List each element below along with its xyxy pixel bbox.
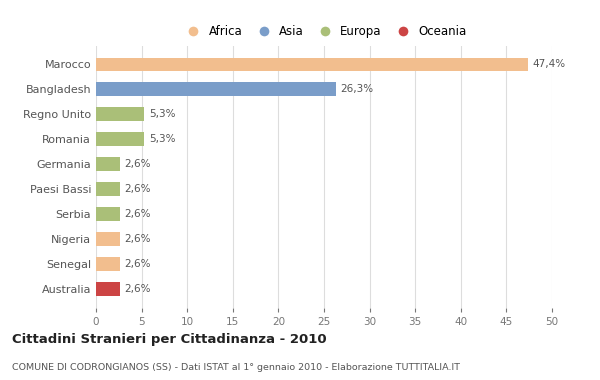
Bar — [96, 108, 145, 121]
Bar — [96, 232, 120, 246]
Text: 26,3%: 26,3% — [340, 84, 374, 94]
Text: 2,6%: 2,6% — [124, 234, 151, 244]
Text: 2,6%: 2,6% — [124, 284, 151, 294]
Text: 2,6%: 2,6% — [124, 159, 151, 169]
Text: Cittadini Stranieri per Cittadinanza - 2010: Cittadini Stranieri per Cittadinanza - 2… — [12, 333, 326, 346]
Text: 47,4%: 47,4% — [533, 59, 566, 70]
Text: COMUNE DI CODRONGIANOS (SS) - Dati ISTAT al 1° gennaio 2010 - Elaborazione TUTTI: COMUNE DI CODRONGIANOS (SS) - Dati ISTAT… — [12, 363, 460, 372]
Text: 5,3%: 5,3% — [149, 134, 175, 144]
Text: 2,6%: 2,6% — [124, 209, 151, 219]
Text: 5,3%: 5,3% — [149, 109, 175, 119]
Bar — [96, 157, 120, 171]
Bar — [96, 132, 145, 146]
Bar — [96, 282, 120, 296]
Text: 2,6%: 2,6% — [124, 259, 151, 269]
Legend: Africa, Asia, Europa, Oceania: Africa, Asia, Europa, Oceania — [176, 20, 472, 43]
Bar — [96, 182, 120, 196]
Bar — [96, 207, 120, 221]
Bar — [96, 57, 528, 71]
Text: 2,6%: 2,6% — [124, 184, 151, 194]
Bar — [96, 257, 120, 271]
Bar — [96, 82, 336, 96]
